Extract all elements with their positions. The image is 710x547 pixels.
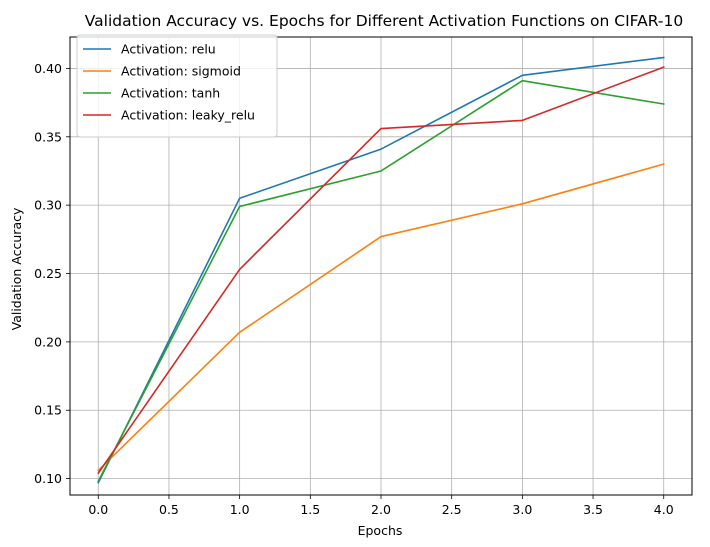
legend: Activation: relu Activation: sigmoid Activ… <box>76 34 278 138</box>
x-tick-label: 3.0 <box>512 502 532 517</box>
legend-label: Activation: tanh <box>121 86 220 101</box>
legend-label: Activation: leaky_relu <box>121 108 255 123</box>
y-tick-label: 0.15 <box>34 403 62 418</box>
y-tick-label: 0.20 <box>34 334 62 349</box>
plot-frame <box>69 36 693 496</box>
legend-label: Activation: relu <box>121 42 216 57</box>
x-tick-label: 1.0 <box>230 502 250 517</box>
x-tick-label: 3.5 <box>583 502 603 517</box>
chart-title: Validation Accuracy vs. Epochs for Diffe… <box>85 12 683 30</box>
legend-box <box>76 34 278 138</box>
ticks: 0.0 0.5 1.0 1.5 2.0 2.5 3.0 3.5 4.0 0.10 0.15 0.20 0… <box>34 61 674 517</box>
x-tick-label: 2.0 <box>371 502 391 517</box>
x-tick-label: 1.5 <box>300 502 320 517</box>
x-tick-label: 0.0 <box>88 502 108 517</box>
legend-label: Activation: sigmoid <box>121 64 241 79</box>
y-axis-label: Validation Accuracy <box>9 207 24 330</box>
y-tick-label: 0.35 <box>34 129 62 144</box>
y-tick-label: 0.40 <box>34 61 62 76</box>
x-tick-label: 4.0 <box>654 502 674 517</box>
series-line <box>97 66 665 475</box>
y-tick-label: 0.30 <box>34 198 62 213</box>
y-tick-label: 0.10 <box>34 471 62 486</box>
grid <box>70 37 692 495</box>
x-tick-label: 2.5 <box>442 502 462 517</box>
series-line <box>97 79 665 483</box>
series-line <box>97 163 665 472</box>
x-axis-label: Epochs <box>358 523 403 538</box>
series-lines <box>97 56 665 484</box>
x-tick-label: 0.5 <box>159 502 179 517</box>
y-tick-label: 0.25 <box>34 266 62 281</box>
series-line <box>97 56 665 484</box>
